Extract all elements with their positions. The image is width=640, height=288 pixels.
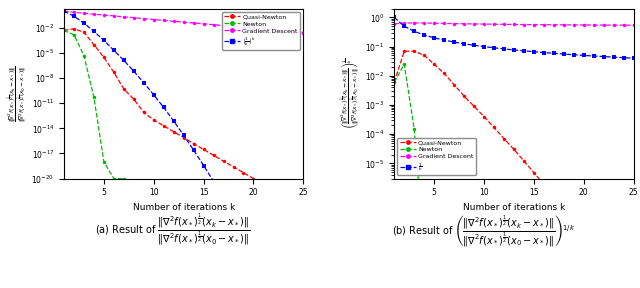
Legend: Quasi-Newton, Newton, Gradient Descent, $\frac{1}{k}$: Quasi-Newton, Newton, Gradient Descent, … xyxy=(397,138,476,175)
Text: (a) Result of $\dfrac{\|\nabla^2 f(x_*)^{\frac{1}{2}}(x_k-x_*)\|}{\|\nabla^2 f(x: (a) Result of $\dfrac{\|\nabla^2 f(x_*)^… xyxy=(95,213,250,248)
Text: (b) Result of $\left(\dfrac{\|\nabla^2 f(x_*)^{\frac{1}{2}}(x_k-x_*)\|}{\|\nabla: (b) Result of $\left(\dfrac{\|\nabla^2 f… xyxy=(392,213,575,248)
Legend: Quasi-Newton, Newton, Gradient Descent, $\left(\frac{1}{k}\right)^k$: Quasi-Newton, Newton, Gradient Descent, … xyxy=(221,12,300,50)
Y-axis label: $\left(\frac{\|\nabla^2 f(x_*)^{\frac{1}{2}}(x_k-x_*)\|}{\|\nabla^2 f(x_*)^{\fra: $\left(\frac{\|\nabla^2 f(x_*)^{\frac{1}… xyxy=(339,58,362,129)
X-axis label: Number of iterations k: Number of iterations k xyxy=(463,203,565,212)
X-axis label: Number of iterations k: Number of iterations k xyxy=(132,203,235,212)
Y-axis label: $\frac{\|\nabla^2 f(x_*)^{\frac{1}{2}}(x_k-x_*)\|}{\|\nabla^2 f(x_*)^{\frac{1}{2: $\frac{\|\nabla^2 f(x_*)^{\frac{1}{2}}(x… xyxy=(4,65,29,122)
